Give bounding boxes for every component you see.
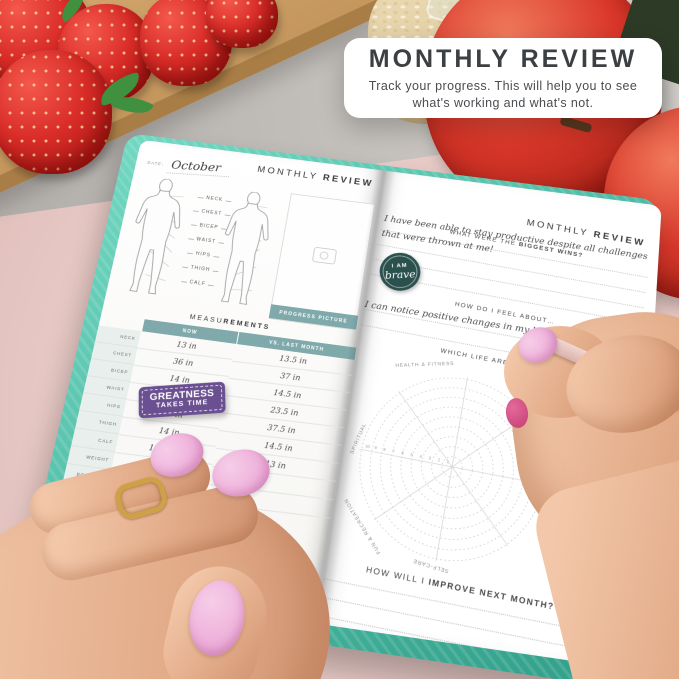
wheel-label: SELF-CARE bbox=[412, 557, 450, 575]
body-outline-front bbox=[110, 175, 198, 300]
i-am-brave-stamp: I AM brave bbox=[378, 251, 422, 292]
svg-text:4: 4 bbox=[419, 454, 422, 459]
callout-card: MONTHLY REVIEW Track your progress. This… bbox=[344, 38, 662, 118]
svg-text:6: 6 bbox=[401, 451, 404, 456]
svg-text:7: 7 bbox=[392, 449, 395, 454]
callout-title: MONTHLY REVIEW bbox=[368, 44, 638, 73]
handwritten-answer-wins: I have been able to stay productive desp… bbox=[381, 213, 649, 262]
strawberry bbox=[0, 50, 112, 174]
svg-text:10: 10 bbox=[365, 444, 370, 449]
camera-icon bbox=[311, 246, 338, 265]
date-handwritten-value: October bbox=[166, 158, 231, 178]
body-outline-back bbox=[204, 189, 283, 311]
svg-text:9: 9 bbox=[374, 446, 377, 451]
svg-text:5: 5 bbox=[410, 453, 413, 458]
date-label: DATE: bbox=[147, 160, 165, 167]
svg-text:8: 8 bbox=[383, 448, 386, 453]
left-page-title-bold: REVIEW bbox=[322, 173, 375, 189]
wheel-label: HEALTH & FITNESS bbox=[395, 361, 454, 369]
strawberry bbox=[206, 0, 278, 48]
greatness-takes-time-sticker: GREATNESS TAKES TIME bbox=[138, 381, 226, 419]
svg-text:2: 2 bbox=[437, 458, 440, 463]
callout-subtitle: Track your progress. This will help you … bbox=[368, 78, 638, 110]
wheel-label: FUN & RECREATION bbox=[343, 497, 382, 555]
svg-text:1: 1 bbox=[447, 460, 450, 465]
body-measurement-diagram: NECK CHEST BICEP WAIST HIPS THIGH CALF P… bbox=[108, 173, 376, 331]
planner-left-page: DATE: October MONTHLY REVIEW bbox=[39, 139, 384, 624]
left-page-title: MONTHLY REVIEW bbox=[257, 165, 375, 189]
left-page-title-light: MONTHLY bbox=[256, 164, 324, 183]
svg-text:3: 3 bbox=[428, 456, 431, 461]
